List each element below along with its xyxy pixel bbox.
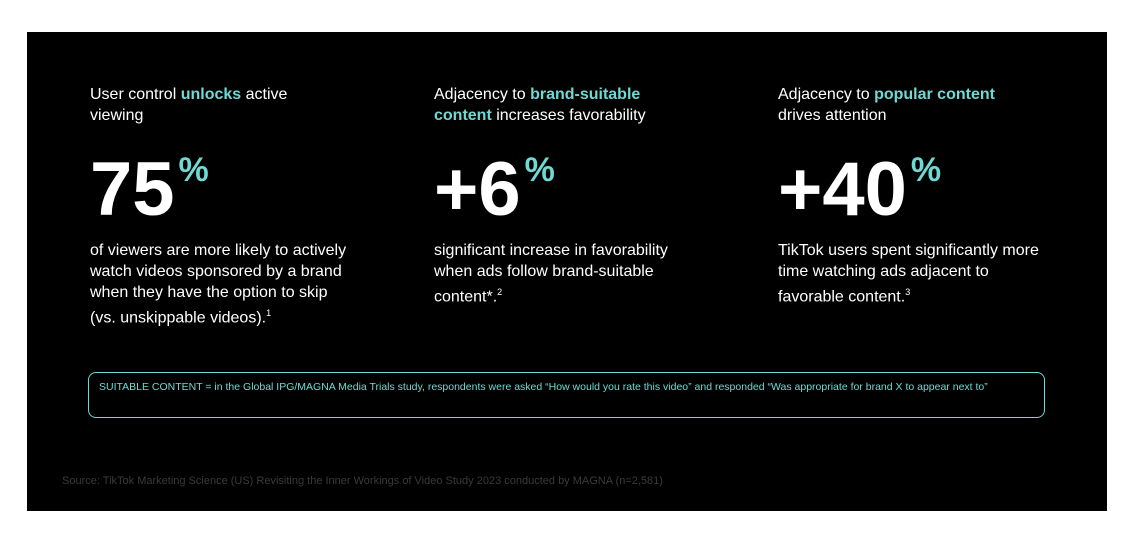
heading: User control unlocks active viewing — [90, 84, 335, 126]
heading-text: increases favorability — [491, 107, 646, 124]
footnote: 3 — [905, 287, 911, 297]
heading-text: User control — [90, 86, 181, 103]
stat-number: +40 — [778, 147, 907, 232]
stat-unit: % — [524, 151, 555, 189]
column: Adjacency to brand-suitable content incr… — [434, 84, 694, 307]
body: significant increase in favorability whe… — [434, 240, 696, 307]
heading: Adjacency to popular content drives atte… — [778, 84, 1023, 126]
heading-highlight: popular content — [874, 86, 995, 103]
heading: Adjacency to brand-suitable content incr… — [434, 84, 679, 126]
stat: +40% — [778, 150, 1038, 240]
footnote: 2 — [497, 287, 503, 297]
body: TikTok users spent significantly more ti… — [778, 240, 1040, 307]
column: User control unlocks active viewing 75% … — [90, 84, 350, 328]
stat: +6% — [434, 150, 694, 240]
body-text: TikTok users spent significantly more ti… — [778, 242, 1039, 306]
note-box: SUITABLE CONTENT = in the Global IPG/MAG… — [88, 372, 1045, 418]
heading-text: active viewing — [90, 86, 288, 124]
column: Adjacency to popular content drives atte… — [778, 84, 1040, 307]
heading-text: drives attention — [778, 107, 887, 124]
heading-highlight: brand-suitable content — [434, 86, 641, 124]
footnote: 1 — [266, 308, 272, 318]
stat-unit: % — [910, 151, 942, 189]
heading-text: Adjacency to — [434, 86, 531, 103]
body-text: of viewers are more likely to actively w… — [90, 242, 347, 327]
stat-number: 75 — [90, 147, 175, 232]
stat-unit: % — [178, 151, 209, 189]
stat-number: +6 — [434, 147, 521, 232]
body: of viewers are more likely to actively w… — [90, 240, 352, 328]
panel: User control unlocks active viewing 75% … — [27, 32, 1107, 511]
body-text: significant increase in favorability whe… — [434, 242, 668, 306]
stat: 75% — [90, 150, 350, 240]
heading-text: Adjacency to — [778, 86, 875, 103]
source: Source: TikTok Marketing Science (US) Re… — [62, 475, 663, 487]
heading-highlight: unlocks — [180, 86, 242, 103]
